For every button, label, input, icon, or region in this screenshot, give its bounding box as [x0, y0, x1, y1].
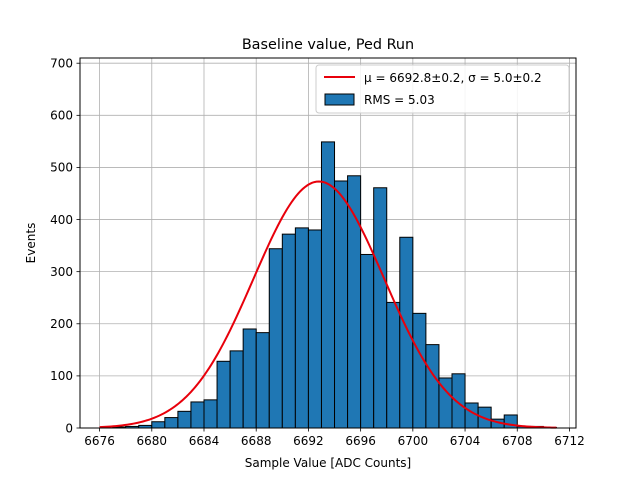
x-tick-label: 6696 — [345, 434, 376, 448]
x-tick-label: 6712 — [554, 434, 585, 448]
histogram-bar — [216, 360, 231, 429]
histogram-bar — [307, 229, 322, 429]
x-axis-ticks: 6676 6680 6684 6688 6692 6696 6700 6704 6708 6712 — [84, 428, 585, 448]
legend: μ = 6692.8±0.2, σ = 5.0±0.2 RMS = 5.03 — [315, 64, 570, 114]
x-tick-label: 6688 — [241, 434, 272, 448]
x-tick-label: 6700 — [398, 434, 429, 448]
histogram-bar — [151, 421, 166, 429]
histogram-bar — [294, 227, 309, 429]
legend-box — [315, 64, 570, 114]
chart-title: Baseline value, Ped Run — [242, 37, 414, 53]
y-tick-label: 300 — [50, 265, 73, 279]
gaussian-fit-curve — [99, 180, 557, 429]
histogram-bar — [399, 236, 414, 429]
y-axis-label: Events — [24, 223, 38, 264]
histogram-bars — [112, 141, 557, 429]
histogram-bar — [386, 301, 401, 429]
plot-frame — [79, 57, 577, 429]
histogram-bar — [334, 180, 349, 429]
x-axis-label: Sample Value [ADC Counts] — [245, 456, 411, 470]
y-tick-label: 0 — [65, 421, 73, 435]
y-tick-label: 700 — [50, 57, 73, 71]
legend-histogram-label: RMS = 5.03 — [364, 93, 435, 107]
histogram-bar — [281, 233, 296, 429]
x-tick-label: 6676 — [84, 434, 115, 448]
x-tick-label: 6680 — [137, 434, 168, 448]
histogram-bar — [177, 410, 192, 429]
histogram-bar — [255, 332, 270, 429]
y-tick-label: 200 — [50, 317, 73, 331]
histogram-bar — [242, 328, 257, 429]
histogram-bar — [451, 373, 466, 429]
legend-histogram-swatch — [324, 93, 355, 106]
x-tick-label: 6692 — [293, 434, 324, 448]
histogram-bar — [268, 248, 283, 429]
y-axis-ticks: 0 100 200 300 400 500 600 700 — [50, 57, 80, 435]
y-tick-label: 400 — [50, 213, 73, 227]
histogram-bar — [373, 187, 388, 429]
legend-fit-label: μ = 6692.8±0.2, σ = 5.0±0.2 — [364, 71, 542, 85]
histogram-bar — [203, 399, 218, 429]
histogram-bar — [229, 350, 244, 429]
x-tick-label: 6704 — [450, 434, 481, 448]
y-tick-label: 500 — [50, 161, 73, 175]
y-tick-label: 600 — [50, 109, 73, 123]
histogram-bar — [190, 401, 205, 429]
histogram-bar — [412, 312, 427, 429]
y-tick-label: 100 — [50, 369, 73, 383]
histogram-bar — [164, 417, 179, 429]
histogram-bar — [360, 253, 375, 429]
histogram-bar — [425, 344, 440, 429]
x-tick-label: 6684 — [189, 434, 220, 448]
x-tick-label: 6708 — [502, 434, 533, 448]
